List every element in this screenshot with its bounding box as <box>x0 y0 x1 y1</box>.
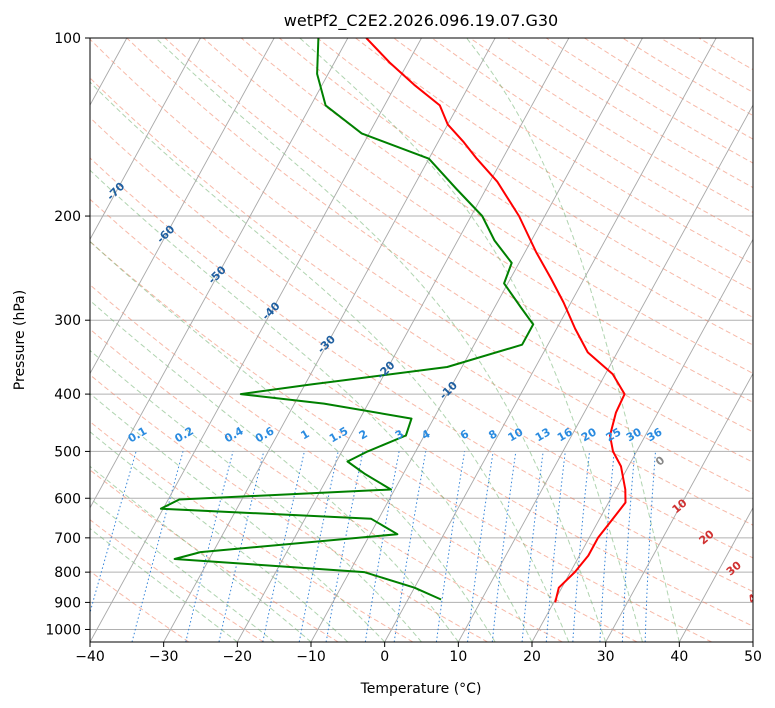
x-axis-ticks: −40 −30 −20 −10 0 10 20 30 40 50 <box>75 642 762 665</box>
x-axis-label: Temperature (°C) <box>360 681 482 697</box>
dry-adiabat <box>90 328 563 642</box>
x-tick-label: 20 <box>523 649 541 665</box>
y-tick-label: 300 <box>54 313 81 329</box>
moist-adiabat <box>466 38 680 642</box>
x-tick-label: 30 <box>597 649 615 665</box>
isotherm <box>236 38 570 642</box>
x-tick-label: 50 <box>744 649 762 665</box>
isotherm <box>605 372 753 642</box>
isotherm <box>384 38 717 642</box>
isotherms <box>90 38 753 642</box>
moist-adiabat-label: 40 <box>745 586 765 606</box>
dry-adiabat <box>317 38 753 319</box>
dry-adiabat <box>355 38 753 291</box>
moist-adiabat <box>90 81 570 642</box>
moist-adiabat <box>90 392 386 642</box>
mixing-ratio-line <box>90 451 137 615</box>
dewpoint-profile <box>159 38 535 601</box>
temperature-profile <box>365 38 627 603</box>
moist-adiabat <box>90 240 496 642</box>
y-tick-label: 100 <box>54 31 81 47</box>
isotherm <box>457 104 753 642</box>
moist-adiabat <box>90 169 533 642</box>
x-tick-label: 0 <box>380 649 389 665</box>
dry-adiabats <box>90 38 753 642</box>
mixing-ratio-line <box>435 451 466 642</box>
moist-adiabat <box>90 431 349 642</box>
dry-adiabat <box>90 374 488 642</box>
moist-adiabat <box>155 38 607 642</box>
plot-frame <box>89 37 754 643</box>
dry-adiabat <box>126 38 753 463</box>
mixing-ratio-line <box>467 451 494 642</box>
x-tick-label: −20 <box>223 649 253 665</box>
x-tick-label: −40 <box>75 649 105 665</box>
dry-adiabat <box>240 38 753 374</box>
moist-adiabat <box>90 497 275 642</box>
sounding-series <box>159 38 627 603</box>
mixing-ratio-line <box>521 451 544 642</box>
mixing-ratio-line <box>545 451 566 642</box>
dry-adiabat <box>90 240 712 642</box>
dry-adiabat <box>90 519 264 642</box>
dry-adiabat <box>90 157 753 593</box>
y-tick-label: 700 <box>54 531 81 547</box>
isotherm <box>163 38 496 642</box>
y-tick-label: 1000 <box>45 622 81 638</box>
y-axis-label: Pressure (hPa) <box>12 290 28 390</box>
y-tick-label: 800 <box>54 565 81 581</box>
moist-adiabat <box>90 349 422 642</box>
dry-adiabat <box>90 198 753 627</box>
isotherm <box>90 38 201 241</box>
isotherm <box>90 38 422 642</box>
isotherm <box>90 38 349 509</box>
y-tick-label: 400 <box>54 387 81 403</box>
chart-title: wetPf2_C2E2.2026.096.19.07.G30 <box>284 11 558 31</box>
dry-adiabat <box>90 116 753 559</box>
isotherm <box>678 506 753 642</box>
x-tick-label: 40 <box>670 649 688 665</box>
x-tick-label: −10 <box>296 649 326 665</box>
y-tick-label: 500 <box>54 444 81 460</box>
moist-adiabats <box>90 38 680 642</box>
y-axis-ticks: 100 200 300 400 500 600 700 800 900 1000 <box>45 31 90 638</box>
isotherm <box>310 38 643 642</box>
dry-adiabat <box>90 570 190 642</box>
dry-adiabat <box>278 38 753 346</box>
y-tick-label: 900 <box>54 595 81 611</box>
dry-adiabat <box>90 469 339 642</box>
x-tick-label: 10 <box>449 649 467 665</box>
x-tick-label: −30 <box>149 649 179 665</box>
dry-adiabat <box>90 38 753 494</box>
y-tick-label: 200 <box>54 209 81 225</box>
isotherm <box>90 38 275 375</box>
isotherm <box>531 238 753 642</box>
mixing-ratio-line <box>185 451 234 642</box>
y-tick-label: 600 <box>54 491 81 507</box>
mixing-ratio-line <box>393 451 427 642</box>
moist-adiabat <box>90 299 459 642</box>
mixing-ratio-line <box>491 451 517 642</box>
moist-adiabat <box>299 38 643 642</box>
